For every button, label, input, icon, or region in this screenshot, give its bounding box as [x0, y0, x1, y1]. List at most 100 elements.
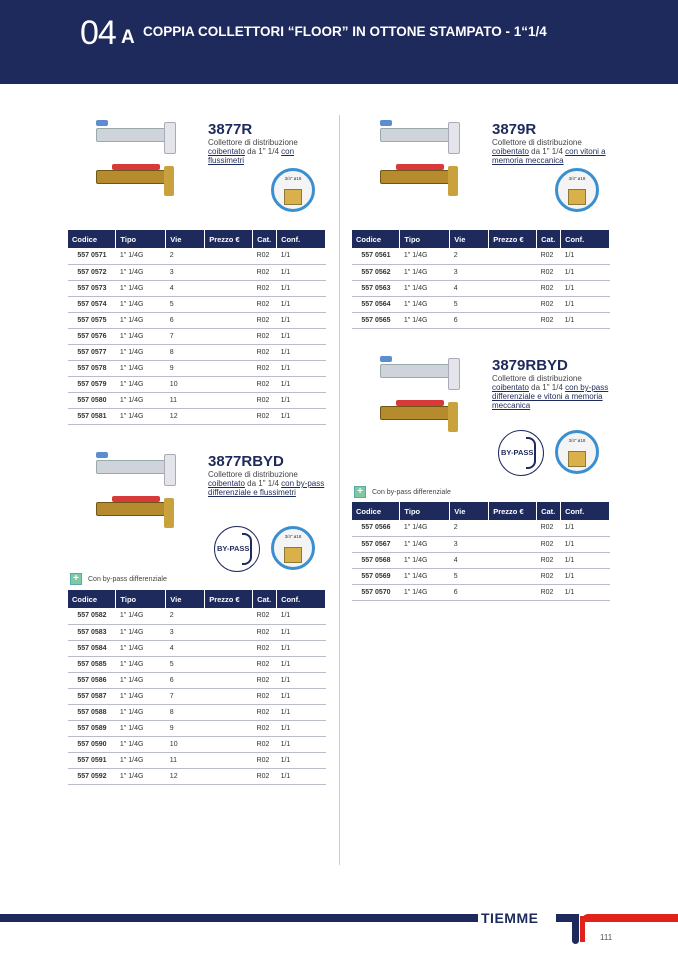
- column-divider: [339, 115, 340, 865]
- table-cell: 10: [165, 376, 205, 393]
- product-info: 3879RBYD Collettore di distribuzione coib…: [492, 357, 612, 411]
- table-cell: [204, 720, 253, 737]
- table-cell: 557 0562: [352, 264, 400, 281]
- table-cell: 1/1: [276, 688, 326, 705]
- table-cell: R02: [252, 672, 277, 689]
- table-cell: 1" 1/4G: [115, 608, 166, 625]
- table-cell: [204, 264, 253, 281]
- product-description: Collettore di distribuzione coibentato da…: [208, 470, 325, 497]
- table-cell: 4: [449, 552, 489, 569]
- table-cell: 557 0589: [68, 720, 116, 737]
- table-cell: R02: [536, 552, 561, 569]
- table-cell: [204, 640, 253, 657]
- page-title: COPPIA COLLETTORI “FLOOR” IN OTTONE STAM…: [143, 24, 547, 39]
- table-cell: 1" 1/4G: [115, 688, 166, 705]
- table-cell: 1/1: [276, 296, 326, 313]
- table-cell: 1" 1/4G: [399, 264, 450, 281]
- table-cell: 1/1: [276, 312, 326, 329]
- section-number: 04: [80, 14, 117, 52]
- table-cell: 1/1: [276, 360, 326, 377]
- table-cell: 1" 1/4G: [399, 552, 450, 569]
- table-cell: 1/1: [276, 608, 326, 625]
- table-cell: [204, 656, 253, 673]
- table-cell: R02: [252, 640, 277, 657]
- table-cell: 1/1: [276, 392, 326, 409]
- table-cell: 1" 1/4G: [115, 704, 166, 721]
- product-code: 3879RBYD: [492, 357, 568, 374]
- table-cell: 1" 1/4G: [115, 408, 166, 425]
- table-cell: [488, 536, 537, 553]
- table-cell: 557 0586: [68, 672, 116, 689]
- column-header: Conf.: [276, 590, 326, 608]
- table-row: 557 0584 1" 1/4G 4 R02 1/1: [68, 640, 326, 657]
- table-cell: 557 0592: [68, 768, 116, 785]
- table-cell: 1" 1/4G: [115, 624, 166, 641]
- table-cell: R02: [252, 376, 277, 393]
- table-cell: 5: [449, 296, 489, 313]
- table-cell: 557 0577: [68, 344, 116, 361]
- table-cell: R02: [252, 736, 277, 753]
- column-header: Codice: [352, 230, 401, 248]
- table-cell: 557 0566: [352, 520, 400, 537]
- table-cell: 557 0563: [352, 280, 400, 297]
- product-description: Collettore di distribuzione coibentato da…: [208, 138, 298, 165]
- table-cell: 1" 1/4G: [115, 376, 166, 393]
- product-table: Codice Tipo Vie Prezzo € Cat. Conf. 557 0571 1"…: [68, 230, 326, 425]
- product-description: Collettore di distribuzione coibentato da…: [492, 138, 606, 165]
- section-suffix: A: [121, 27, 135, 48]
- table-cell: 1" 1/4G: [115, 656, 166, 673]
- table-cell: 557 0568: [352, 552, 400, 569]
- table-cell: 1/1: [276, 768, 326, 785]
- product-info: 3877R Collettore di distribuzione coibent…: [208, 121, 328, 166]
- table-cell: 1/1: [560, 296, 610, 313]
- table-cell: 1" 1/4G: [115, 672, 166, 689]
- column-header: Codice: [352, 502, 401, 520]
- table-cell: 3: [449, 536, 489, 553]
- table-cell: 557 0583: [68, 624, 116, 641]
- table-cell: 1/1: [560, 552, 610, 569]
- table-cell: [488, 568, 537, 585]
- product-code: 3877R: [208, 121, 253, 138]
- table-cell: 4: [449, 280, 489, 297]
- column-header: Codice: [68, 590, 117, 608]
- fitting-icon: 3/4" ø18: [555, 430, 599, 474]
- table-cell: [204, 280, 253, 297]
- table-cell: 557 0591: [68, 752, 116, 769]
- table-cell: [204, 392, 253, 409]
- column-header: Tipo: [115, 590, 167, 608]
- column-header: Cat.: [536, 230, 562, 248]
- column-header: Tipo: [115, 230, 167, 248]
- table-cell: 1/1: [560, 536, 610, 553]
- table-cell: 1/1: [560, 520, 610, 537]
- table-cell: 1/1: [276, 640, 326, 657]
- table-cell: 1/1: [276, 280, 326, 297]
- footer-bar-red: [582, 914, 678, 922]
- table-cell: R02: [252, 344, 277, 361]
- fitting-icon: 3/4" ø18: [555, 168, 599, 212]
- page-header: 04 A COPPIA COLLETTORI “FLOOR” IN OTTONE…: [0, 0, 678, 84]
- table-cell: 11: [165, 392, 205, 409]
- table-cell: 1" 1/4G: [399, 520, 450, 537]
- table-cell: R02: [536, 312, 561, 329]
- table-row: 557 0568 1" 1/4G 4 R02 1/1: [352, 552, 610, 569]
- table-cell: 6: [449, 312, 489, 329]
- column-header: Prezzo €: [488, 230, 538, 248]
- table-cell: 12: [165, 768, 205, 785]
- table-cell: [488, 280, 537, 297]
- table-row: 557 0571 1" 1/4G 2 R02 1/1: [68, 248, 326, 265]
- table-cell: R02: [536, 584, 561, 601]
- table-cell: 1/1: [276, 704, 326, 721]
- column-header: Prezzo €: [204, 230, 254, 248]
- table-row: 557 0592 1" 1/4G 12 R02 1/1: [68, 768, 326, 785]
- table-row: 557 0564 1" 1/4G 5 R02 1/1: [352, 296, 610, 313]
- table-row: 557 0575 1" 1/4G 6 R02 1/1: [68, 312, 326, 329]
- table-row: 557 0588 1" 1/4G 8 R02 1/1: [68, 704, 326, 721]
- footer-bar-drop: [572, 914, 579, 944]
- table-row: 557 0585 1" 1/4G 5 R02 1/1: [68, 656, 326, 673]
- table-cell: 2: [449, 520, 489, 537]
- table-cell: 557 0569: [352, 568, 400, 585]
- table-cell: 2: [449, 248, 489, 265]
- table-cell: [204, 704, 253, 721]
- table-cell: [488, 584, 537, 601]
- table-row: 557 0586 1" 1/4G 6 R02 1/1: [68, 672, 326, 689]
